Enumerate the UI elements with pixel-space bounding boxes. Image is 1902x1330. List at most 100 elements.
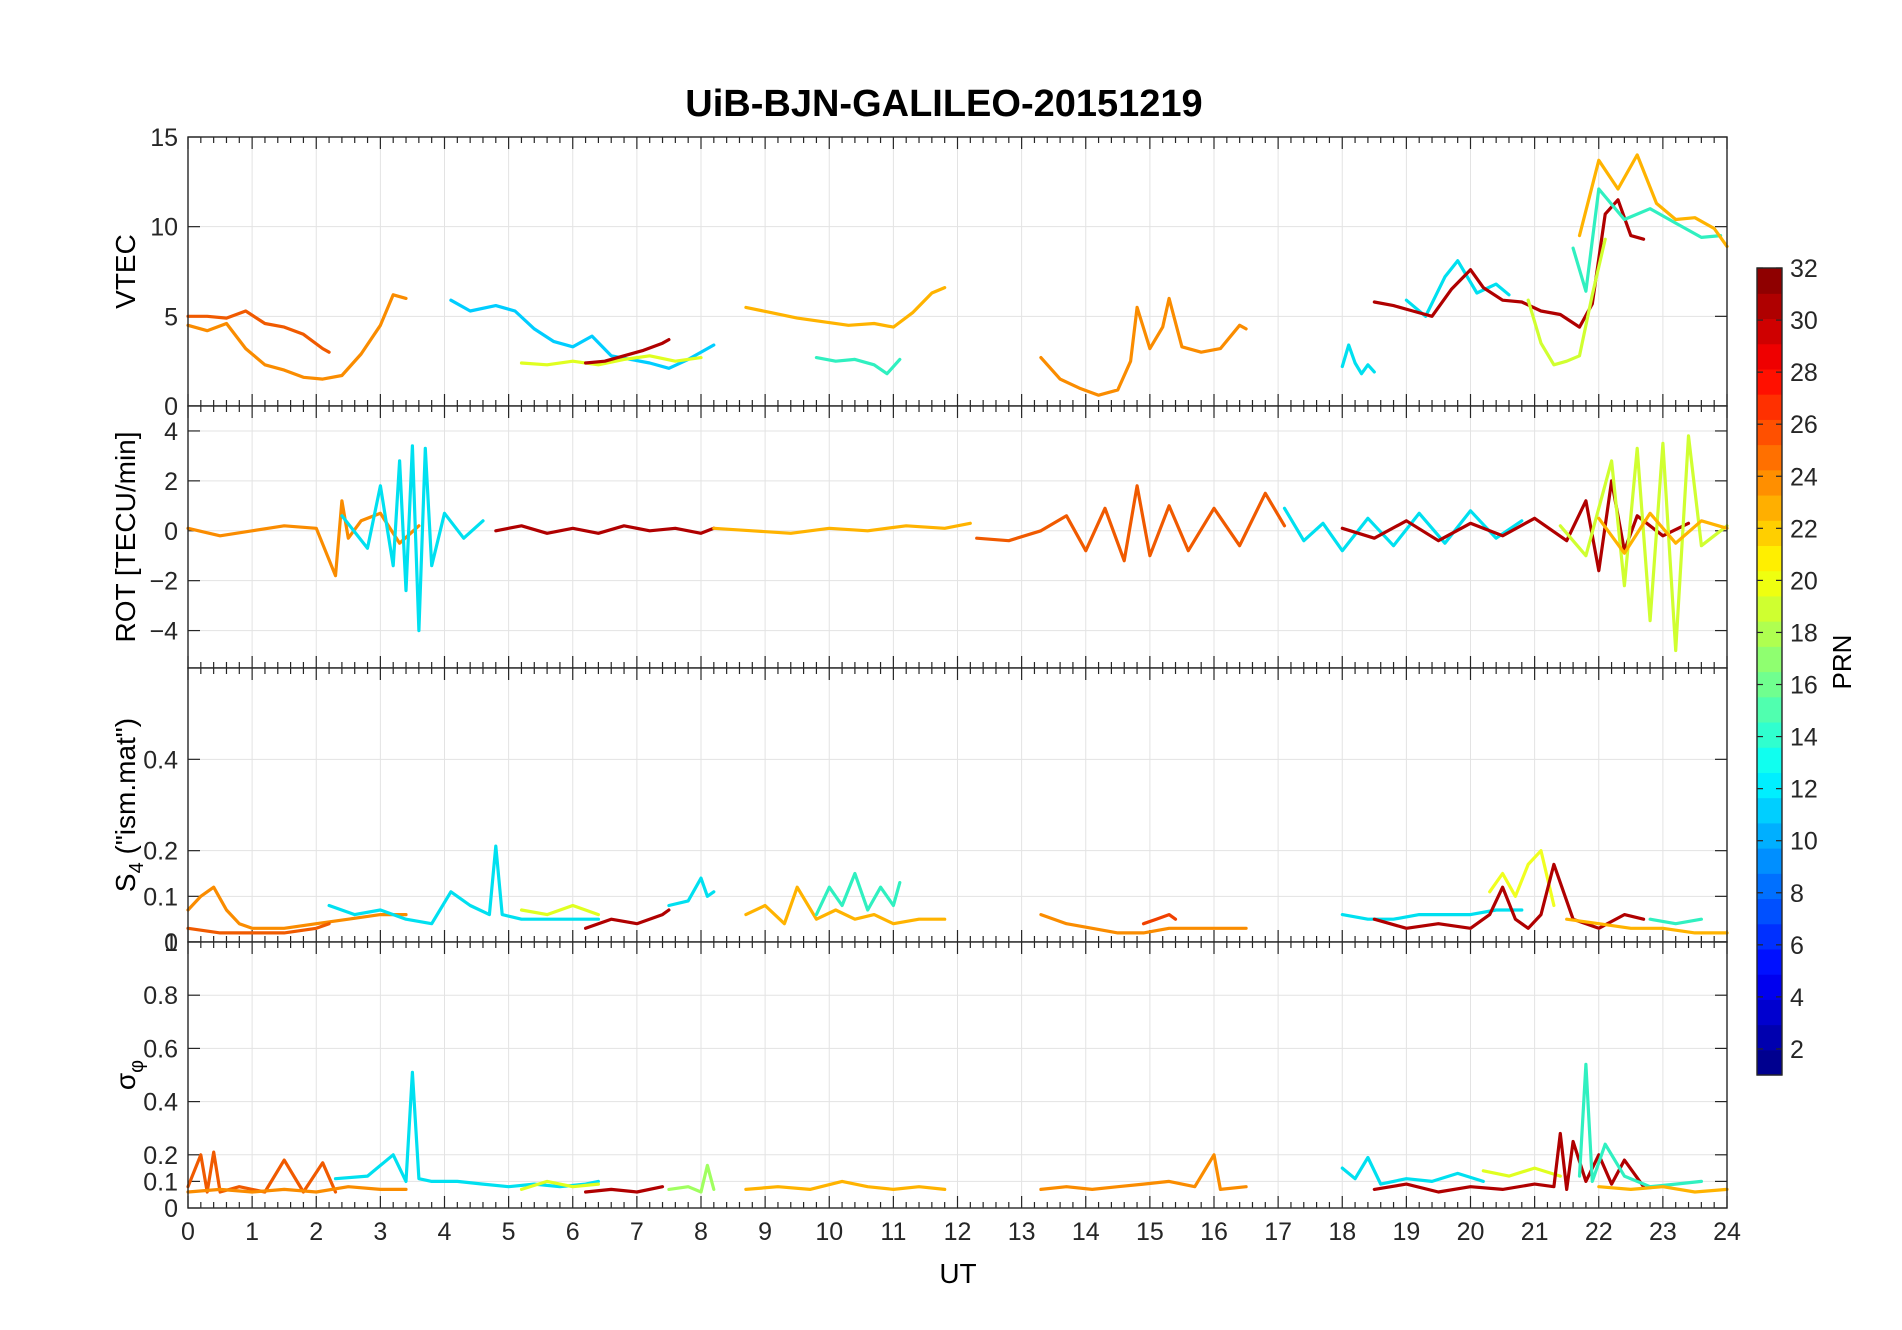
- xtick-label: 11: [880, 1218, 906, 1246]
- xtick-label: 3: [373, 1218, 387, 1246]
- rot-series-prn-31-6: [1340, 479, 1691, 573]
- xtick-label: 6: [566, 1218, 580, 1246]
- vtec-series-prn-24-1: [186, 293, 408, 381]
- s4-ytick-label: 0.4: [143, 746, 178, 774]
- sigma-phi-series-prn-12-8: [1340, 1155, 1485, 1186]
- rot-series-prn-24-0: [186, 499, 421, 578]
- sigma-phi-ytick-label: 0.6: [143, 1035, 178, 1063]
- vtec-series-prn-11-2: [449, 298, 716, 370]
- sigma-phi-series-prn-19-9: [1481, 1166, 1562, 1178]
- sigma-phi-frame: [187, 941, 1728, 1209]
- s4-ticks: [187, 668, 1728, 943]
- rot-panel: −4 −2 0 2 4 ROT [TECU/min]: [110, 405, 1729, 669]
- vtec-ytick-label: 10: [150, 214, 178, 242]
- vtec-series-prn-12-9: [1404, 259, 1511, 318]
- sigma-phi-grid: [187, 941, 1728, 1209]
- xtick-label: 20: [1457, 1218, 1485, 1246]
- rot-series-prn-11-1: [340, 444, 485, 633]
- sigma-phi-series-prn-22-12: [1597, 1185, 1729, 1194]
- xtick-label: 23: [1649, 1218, 1677, 1246]
- xtick-label: 14: [1072, 1218, 1100, 1246]
- colorbar-tick-label: 12: [1790, 776, 1818, 804]
- vtec-series-prn-12-8: [1340, 343, 1376, 376]
- colorbar-segment: [1757, 646, 1782, 673]
- s4-series-prn-31-12: [1372, 862, 1646, 930]
- xtick-label: 24: [1713, 1218, 1741, 1246]
- xtick-label: 21: [1521, 1218, 1549, 1246]
- colorbar-segment: [1757, 721, 1782, 748]
- sigma-phi-series-group: [186, 1062, 1729, 1194]
- vtec-series-prn-25-0: [186, 309, 331, 354]
- colorbar-tick-label: 28: [1790, 359, 1818, 387]
- vtec-series-prn-22-13: [1577, 153, 1729, 248]
- s4-series-prn-25-1: [186, 922, 331, 935]
- xtick-label: 12: [944, 1218, 972, 1246]
- colorbar-segment: [1757, 747, 1782, 773]
- colorbar-segment: [1757, 368, 1782, 395]
- sigma-phi-series-prn-24-1: [186, 1185, 408, 1194]
- colorbar-tick-label: 6: [1790, 932, 1804, 960]
- vtec-series-prn-31-10: [1372, 198, 1646, 329]
- colorbar-segment: [1757, 318, 1782, 345]
- colorbar-segment: [1757, 999, 1782, 1026]
- sigma-phi-ytick-label: 1: [164, 929, 178, 957]
- sigma-phi-ytick-label: 0.4: [143, 1089, 178, 1117]
- vtec-series-prn-19-3: [519, 354, 703, 367]
- sigma-phi-series-prn-13-11: [1577, 1062, 1704, 1189]
- colorbar-segment: [1757, 621, 1782, 647]
- colorbar-segment: [1757, 394, 1782, 420]
- rot-ytick-label: 2: [164, 468, 178, 496]
- colorbar-tick-label: 26: [1790, 411, 1818, 439]
- colorbar-tick-label: 16: [1790, 672, 1818, 700]
- sigma-phi-series-prn-30-4: [583, 1185, 665, 1194]
- xtick-label: 8: [694, 1218, 708, 1246]
- xtick-label: 7: [630, 1218, 644, 1246]
- sigma-phi-series-prn-25-0: [186, 1150, 338, 1194]
- vtec-series-prn-30-4: [583, 338, 671, 365]
- vtec-series-prn-19-11: [1526, 237, 1607, 367]
- rot-series-prn-19-7: [1558, 434, 1729, 653]
- colorbar-segment: [1757, 1049, 1782, 1076]
- rot-ytick-label: −2: [149, 568, 178, 596]
- sigma-phi-series-prn-31-10: [1372, 1131, 1646, 1194]
- s4-series-prn-19-11: [1488, 849, 1556, 908]
- colorbar-segment: [1757, 545, 1782, 572]
- s4-panel: 0 0.1 0.2 0.4S4 ("ism.mat"): [110, 667, 1729, 957]
- xtick-label: 22: [1585, 1218, 1613, 1246]
- colorbar-segment: [1757, 293, 1782, 320]
- vtec-series-prn-13-12: [1571, 187, 1723, 293]
- xtick-label: 18: [1328, 1218, 1356, 1246]
- s4-series-prn-13-14: [1648, 917, 1704, 926]
- vtec-ytick-label: 15: [150, 124, 178, 152]
- vtec-series-prn-22-5: [744, 286, 947, 329]
- colorbar-frame: [1756, 267, 1783, 1076]
- rot-ytick-label: 4: [164, 418, 178, 446]
- s4-ylabel: S4 ("ism.mat"): [110, 718, 148, 892]
- sigma-phi-ytick-label: 0.8: [143, 982, 178, 1010]
- colorbar-segment: [1757, 1024, 1782, 1051]
- colorbar-segment: [1757, 923, 1782, 950]
- s4-series-prn-26-9: [1141, 912, 1178, 926]
- colorbar-tick-label: 30: [1790, 307, 1818, 335]
- colorbar-tick-label: 22: [1790, 515, 1818, 543]
- xtick-label: 17: [1264, 1218, 1292, 1246]
- s4-series-prn-24-0: [186, 885, 408, 930]
- colorbar-tick-label: 2: [1790, 1036, 1804, 1064]
- s4-ytick-label: 0: [164, 929, 178, 957]
- rot-ylabel: ROT [TECU/min]: [110, 431, 141, 642]
- colorbar-segment: [1757, 494, 1782, 521]
- colorbar-tick-label: 24: [1790, 463, 1818, 491]
- colorbar-segment: [1757, 772, 1782, 799]
- colorbar-segment: [1757, 696, 1782, 723]
- colorbar-segment: [1757, 419, 1782, 446]
- xtick-label: 9: [758, 1218, 772, 1246]
- colorbar-segment: [1757, 948, 1782, 975]
- colorbar-tick-label: 20: [1790, 567, 1818, 595]
- colorbar-segment: [1757, 797, 1782, 824]
- rot-series-prn-22-3: [712, 521, 972, 535]
- colorbar-segment: [1757, 343, 1782, 370]
- xtick-label: 2: [309, 1218, 323, 1246]
- s4-series-prn-30-4: [583, 908, 671, 930]
- colorbar-tick-label: 14: [1790, 724, 1818, 752]
